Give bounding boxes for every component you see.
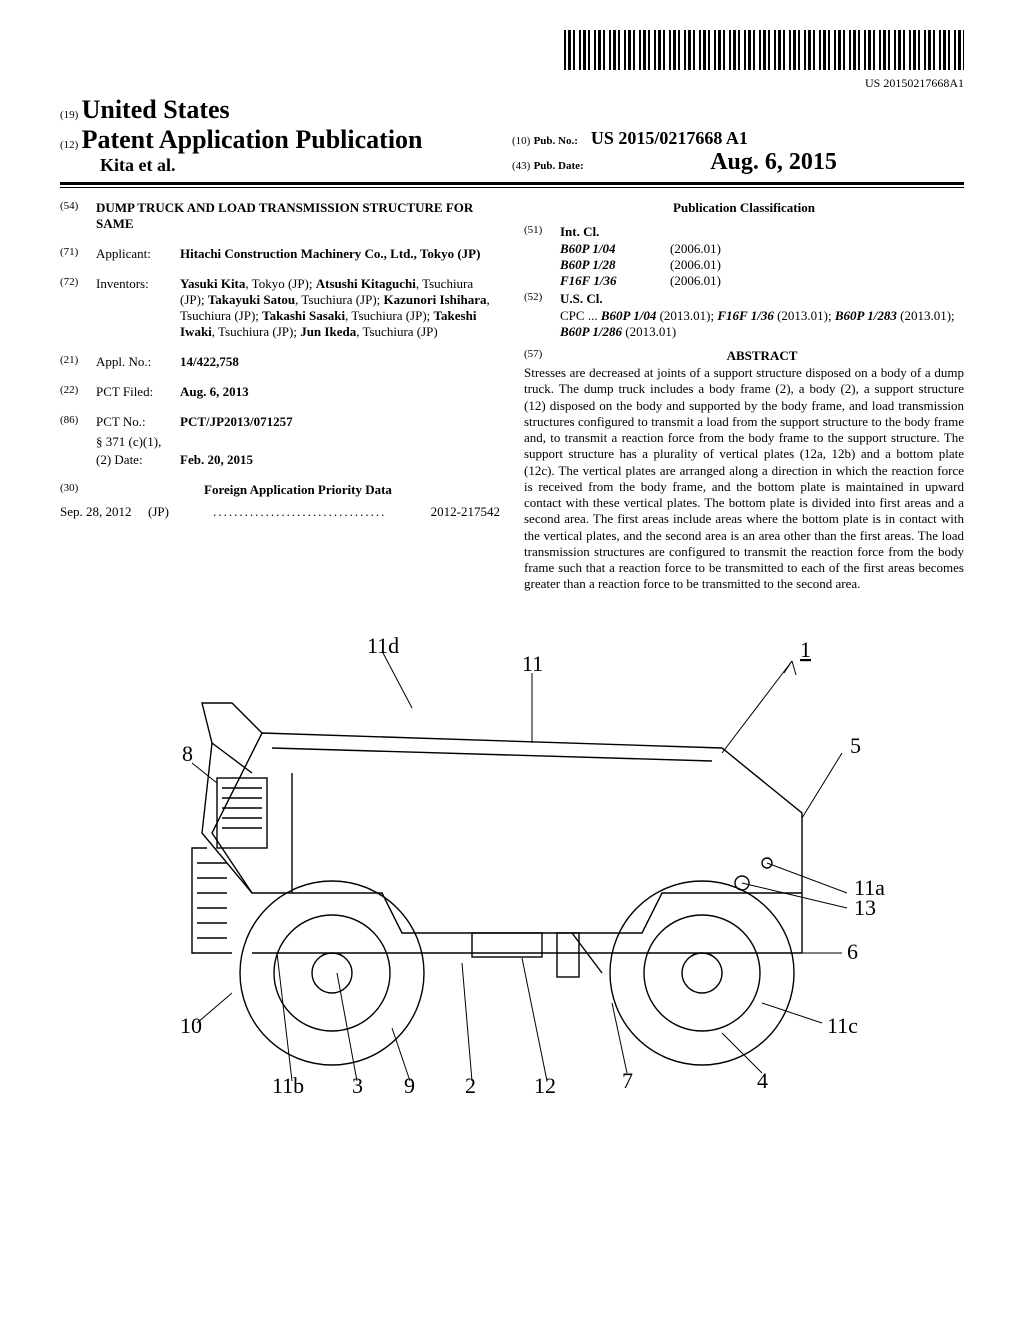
pub-date: Aug. 6, 2015 — [710, 149, 837, 175]
invention-title: DUMP TRUCK AND LOAD TRANSMISSION STRUCTU… — [96, 200, 500, 232]
priority-title: Foreign Application Priority Data — [96, 482, 500, 498]
pub-type: Patent Application Publication — [82, 125, 423, 154]
country-name: United States — [82, 95, 230, 124]
appl-code: (21) — [60, 354, 96, 366]
uscl-label: U.S. Cl. — [560, 291, 603, 307]
right-column: Publication Classification (51) Int. Cl.… — [524, 200, 964, 593]
barcode-text: US 20150217668A1 — [60, 76, 964, 91]
divider-thin — [60, 187, 964, 188]
classification-title: Publication Classification — [524, 200, 964, 216]
fig-label-11b: 11b — [272, 1073, 304, 1093]
pct-filed-label: PCT Filed: — [96, 384, 180, 400]
pub-date-label: Pub. Date: — [534, 160, 584, 172]
pub-type-code: (12) — [60, 139, 78, 151]
inventors-label: Inventors: — [96, 276, 180, 292]
intcl-year-1: (2006.01) — [670, 257, 721, 273]
uscl-code: (52) — [524, 291, 560, 307]
s371-date-label: (2) Date: — [96, 452, 180, 468]
applicant-name: Hitachi Construction Machinery Co., Ltd.… — [180, 246, 500, 262]
priority-country: (JP) — [148, 504, 169, 520]
pub-date-code: (43) — [512, 160, 530, 172]
s371-label: § 371 (c)(1), — [96, 434, 180, 450]
fig-label-1: 1 — [800, 637, 811, 662]
divider-thick — [60, 182, 964, 185]
fig-label-7: 7 — [622, 1068, 633, 1093]
abstract-code: (57) — [524, 348, 560, 364]
barcode-region: US 20150217668A1 — [60, 30, 964, 91]
fig-label-9: 9 — [404, 1073, 415, 1093]
intcl-code-2: F16F 1/36 — [560, 273, 670, 289]
intcl-code-1: B60P 1/28 — [560, 257, 670, 273]
pub-num-code: (10) — [512, 135, 530, 147]
appl-num: 14/422,758 — [180, 354, 500, 370]
pub-num: US 2015/0217668 A1 — [591, 128, 748, 148]
fig-label-12: 12 — [534, 1073, 556, 1093]
fig-label-2: 2 — [465, 1073, 476, 1093]
authors: Kita et al. — [100, 155, 512, 176]
intcl-code: (51) — [524, 224, 560, 240]
pub-num-label: Pub. No.: — [534, 135, 578, 147]
intcl-label: Int. Cl. — [560, 224, 599, 240]
figure: 11d 11 1 5 11a 13 6 11c 4 7 12 2 9 3 11b… — [60, 623, 964, 1107]
fig-label-11c: 11c — [827, 1013, 858, 1038]
fig-label-11: 11 — [522, 651, 543, 676]
fig-label-8: 8 — [182, 741, 193, 766]
inventors-list: Yasuki Kita, Tokyo (JP); Atsushi Kitaguc… — [180, 276, 500, 340]
cpc-line: CPC ... B60P 1/04 (2013.01); F16F 1/36 (… — [560, 308, 964, 340]
country-code: (19) — [60, 109, 78, 121]
header: (19) United States (12) Patent Applicati… — [60, 95, 964, 176]
pct-no-code: (86) — [60, 414, 96, 426]
barcode-graphic — [564, 30, 964, 70]
cpc-label: CPC — [560, 308, 585, 323]
pct-filed-code: (22) — [60, 384, 96, 396]
intcl-year-0: (2006.01) — [670, 241, 721, 257]
dump-truck-drawing: 11d 11 1 5 11a 13 6 11c 4 7 12 2 9 3 11b… — [102, 633, 922, 1093]
fig-label-4: 4 — [757, 1068, 768, 1093]
pct-filed-date: Aug. 6, 2013 — [180, 384, 500, 400]
leader-dots: ................................. — [169, 504, 431, 520]
intcl-year-2: (2006.01) — [670, 273, 721, 289]
title-code: (54) — [60, 200, 96, 212]
s371-date: Feb. 20, 2015 — [180, 452, 500, 468]
biblio-columns: (54) DUMP TRUCK AND LOAD TRANSMISSION ST… — [60, 200, 964, 593]
fig-label-5: 5 — [850, 733, 861, 758]
fig-label-3: 3 — [352, 1073, 363, 1093]
left-column: (54) DUMP TRUCK AND LOAD TRANSMISSION ST… — [60, 200, 500, 593]
inventors-code: (72) — [60, 276, 96, 288]
priority-num: 2012-217542 — [431, 504, 500, 520]
fig-label-10: 10 — [180, 1013, 202, 1038]
pct-no: PCT/JP2013/071257 — [180, 414, 500, 430]
priority-code: (30) — [60, 482, 96, 494]
fig-label-6: 6 — [847, 939, 858, 964]
abstract-body: Stresses are decreased at joints of a su… — [524, 365, 964, 593]
fig-label-11d: 11d — [367, 633, 399, 658]
applicant-label: Applicant: — [96, 246, 180, 262]
intcl-code-0: B60P 1/04 — [560, 241, 670, 257]
priority-date: Sep. 28, 2012 — [60, 504, 148, 520]
abstract-title: ABSTRACT — [560, 348, 964, 364]
applicant-code: (71) — [60, 246, 96, 258]
pct-no-label: PCT No.: — [96, 414, 180, 430]
fig-label-13: 13 — [854, 895, 876, 920]
appl-label: Appl. No.: — [96, 354, 180, 370]
